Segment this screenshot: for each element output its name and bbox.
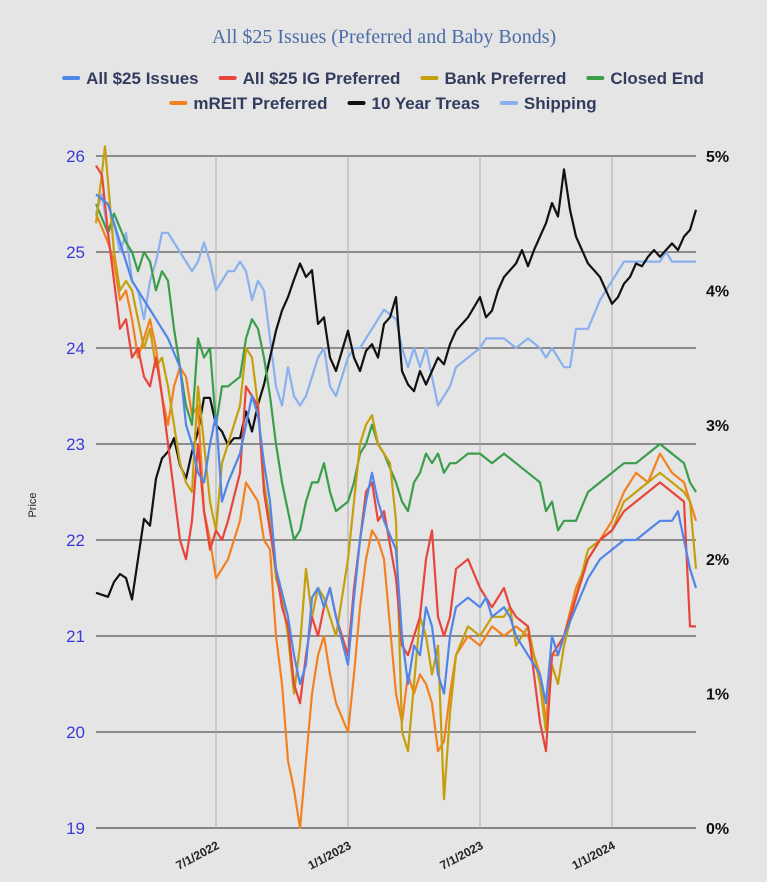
- series-line: [94, 203, 697, 542]
- x-tick-label: 1/1/2024: [570, 838, 618, 872]
- legend: All $25 Issues All $25 IG Preferred Bank P…: [62, 69, 704, 113]
- chart-title: All $25 Issues (Preferred and Baby Bonds…: [212, 26, 556, 48]
- y2-tick-label: 0%: [706, 821, 729, 838]
- y2-tick-label: 2%: [706, 552, 729, 569]
- series-line: [94, 193, 696, 407]
- y-axis-right: 0% 1% 2% 3% 4% 5%: [706, 149, 729, 838]
- legend-label: mREIT Preferred: [193, 94, 327, 113]
- x-tick-label: 1/1/2023: [306, 838, 354, 872]
- y2-tick-label: 3%: [706, 418, 729, 435]
- series-line: [95, 193, 698, 705]
- x-axis: 7/1/2022 1/1/2023 7/1/2023 1/1/2024: [174, 838, 618, 872]
- legend-label: Bank Preferred: [444, 69, 566, 88]
- y2-tick-label: 4%: [706, 283, 729, 300]
- y-axis-left: 19 20 21 22 23 24 25 26: [66, 147, 85, 838]
- y2-tick-label: 1%: [706, 687, 729, 704]
- y-tick-label: 23: [66, 435, 85, 454]
- series-line: [95, 165, 696, 753]
- legend-label: 10 Year Treas: [372, 94, 480, 113]
- series-line: [94, 145, 698, 801]
- grid: [96, 155, 696, 829]
- legend-label: Closed End: [610, 69, 704, 88]
- legend-label: All $25 Issues: [86, 69, 198, 88]
- y-tick-label: 25: [66, 243, 85, 262]
- y-tick-label: 20: [66, 723, 85, 742]
- legend-label: Shipping: [524, 94, 597, 113]
- y-tick-label: 21: [66, 627, 85, 646]
- series-line: [95, 168, 698, 601]
- y-tick-label: 22: [66, 531, 85, 550]
- y-tick-label: 26: [66, 147, 85, 166]
- x-tick-label: 7/1/2023: [438, 838, 486, 872]
- x-tick-label: 7/1/2022: [174, 838, 222, 872]
- y-tick-label: 19: [66, 819, 85, 838]
- legend-label: All $25 IG Preferred: [243, 69, 401, 88]
- y-tick-label: 24: [66, 339, 85, 358]
- y-axis-label: Price: [27, 492, 39, 517]
- series-lines: [94, 145, 698, 830]
- y2-tick-label: 5%: [706, 149, 729, 166]
